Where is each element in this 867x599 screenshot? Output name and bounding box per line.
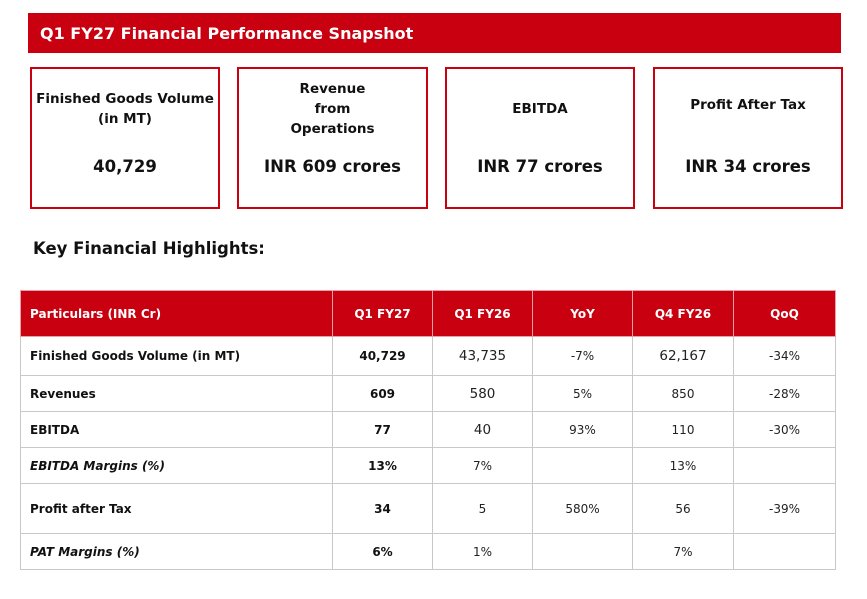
table-cell: 40,729 bbox=[332, 336, 433, 376]
financial-highlights-table: Particulars (INR Cr) Q1 FY27 Q1 FY26 YoY… bbox=[20, 290, 836, 570]
table-row: Profit after Tax 34 5 580% 56 -39% bbox=[20, 483, 836, 534]
column-header: QoQ bbox=[733, 290, 836, 337]
table-cell: 13% bbox=[632, 447, 734, 484]
row-label: Finished Goods Volume (in MT) bbox=[20, 336, 333, 376]
table-cell: 93% bbox=[532, 411, 633, 448]
table-cell bbox=[532, 533, 633, 570]
column-header: Q1 FY27 bbox=[332, 290, 433, 337]
kpi-card-ebitda: EBITDA INR 77 crores bbox=[445, 67, 635, 209]
table-row: Finished Goods Volume (in MT) 40,729 43,… bbox=[20, 336, 836, 376]
table-cell: 13% bbox=[332, 447, 433, 484]
table-cell: 43,735 bbox=[432, 336, 533, 376]
kpi-value: 40,729 bbox=[93, 157, 157, 176]
kpi-label: Revenue from Operations bbox=[290, 81, 375, 137]
table-cell: 40 bbox=[432, 411, 533, 448]
table-cell: 580% bbox=[532, 483, 633, 534]
row-label: Revenues bbox=[20, 375, 333, 412]
table-cell: -7% bbox=[532, 336, 633, 376]
page-title: Q1 FY27 Financial Performance Snapshot bbox=[40, 23, 414, 43]
row-label: Profit after Tax bbox=[20, 483, 333, 534]
table-cell: 7% bbox=[632, 533, 734, 570]
table-cell: 580 bbox=[432, 375, 533, 412]
table-cell: 850 bbox=[632, 375, 734, 412]
row-label: EBITDA bbox=[20, 411, 333, 448]
kpi-label: Finished Goods Volume (in MT) bbox=[36, 91, 214, 127]
table-cell bbox=[733, 533, 836, 570]
table-row: EBITDA Margins (%) 13% 7% 13% bbox=[20, 447, 836, 484]
section-heading: Key Financial Highlights: bbox=[33, 239, 265, 258]
table-cell: 110 bbox=[632, 411, 734, 448]
table-cell: -34% bbox=[733, 336, 836, 376]
column-header: Q4 FY26 bbox=[632, 290, 734, 337]
table-cell bbox=[733, 447, 836, 484]
table-cell: 34 bbox=[332, 483, 433, 534]
table-cell: 1% bbox=[432, 533, 533, 570]
table-cell bbox=[532, 447, 633, 484]
table-cell: -30% bbox=[733, 411, 836, 448]
column-header: Q1 FY26 bbox=[432, 290, 533, 337]
table-cell: 77 bbox=[332, 411, 433, 448]
kpi-label: Profit After Tax bbox=[690, 97, 806, 113]
table-cell: -28% bbox=[733, 375, 836, 412]
table-cell: 62,167 bbox=[632, 336, 734, 376]
kpi-card-revenue: Revenue from Operations INR 609 crores bbox=[237, 67, 428, 209]
table-cell: 5 bbox=[432, 483, 533, 534]
table-row: Revenues 609 580 5% 850 -28% bbox=[20, 375, 836, 412]
kpi-value: INR 609 crores bbox=[264, 157, 401, 176]
kpi-card-volume: Finished Goods Volume (in MT) 40,729 bbox=[30, 67, 220, 209]
kpi-label: EBITDA bbox=[512, 101, 568, 117]
table-cell: 56 bbox=[632, 483, 734, 534]
table-cell: -39% bbox=[733, 483, 836, 534]
table-cell: 6% bbox=[332, 533, 433, 570]
row-label: PAT Margins (%) bbox=[20, 533, 333, 570]
table-cell: 7% bbox=[432, 447, 533, 484]
column-header: YoY bbox=[532, 290, 633, 337]
column-header: Particulars (INR Cr) bbox=[20, 290, 333, 337]
kpi-value: INR 34 crores bbox=[685, 157, 811, 176]
table-row: EBITDA 77 40 93% 110 -30% bbox=[20, 411, 836, 448]
table-cell: 5% bbox=[532, 375, 633, 412]
table-row: PAT Margins (%) 6% 1% 7% bbox=[20, 533, 836, 570]
table-header-row: Particulars (INR Cr) Q1 FY27 Q1 FY26 YoY… bbox=[20, 290, 836, 337]
kpi-card-pat: Profit After Tax INR 34 crores bbox=[653, 67, 843, 209]
title-banner: Q1 FY27 Financial Performance Snapshot bbox=[28, 13, 841, 53]
kpi-value: INR 77 crores bbox=[477, 157, 603, 176]
row-label: EBITDA Margins (%) bbox=[20, 447, 333, 484]
table-cell: 609 bbox=[332, 375, 433, 412]
